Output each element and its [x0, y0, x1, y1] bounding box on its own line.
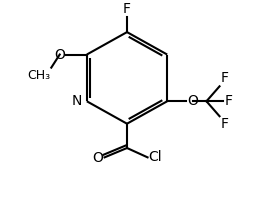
Text: O: O [92, 151, 103, 165]
Text: F: F [220, 117, 228, 131]
Text: O: O [54, 48, 65, 62]
Text: F: F [224, 94, 232, 108]
Text: F: F [220, 71, 228, 85]
Text: CH₃: CH₃ [27, 69, 50, 82]
Text: Cl: Cl [149, 150, 162, 164]
Text: O: O [187, 94, 198, 108]
Text: N: N [72, 94, 82, 108]
Text: F: F [123, 2, 131, 16]
